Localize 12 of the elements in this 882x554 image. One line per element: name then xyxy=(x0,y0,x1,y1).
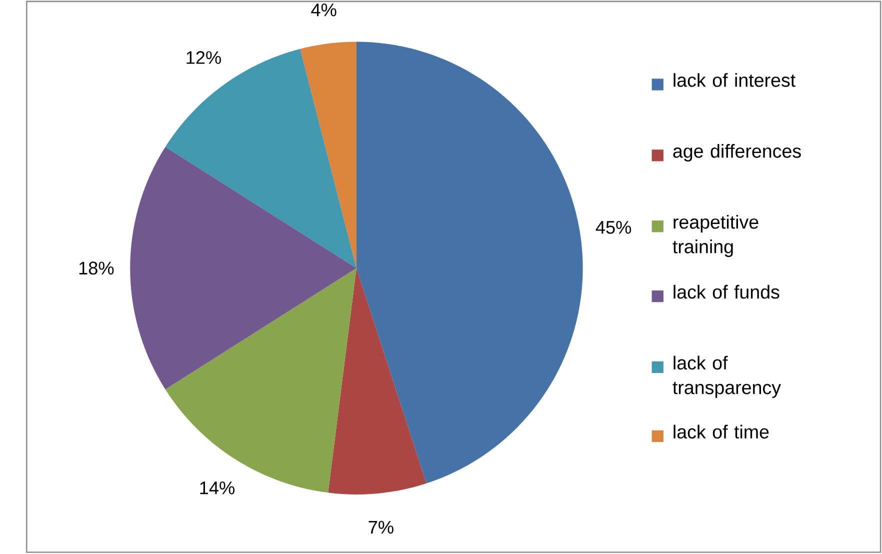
legend-label: lack of time xyxy=(674,424,769,439)
legend-label: lack of interest xyxy=(674,73,796,88)
data-label: 12% xyxy=(186,51,221,64)
legend-label: age differences xyxy=(673,144,801,162)
data-label: 14% xyxy=(200,482,234,494)
legend-label: lack of funds xyxy=(674,285,780,299)
data-label: 4% xyxy=(311,4,336,16)
data-label: 7% xyxy=(368,521,394,534)
legend-label: lack of transparency xyxy=(672,356,781,398)
data-label: 18% xyxy=(79,262,114,275)
data-label: 45% xyxy=(596,221,632,234)
legend-label: reapetitive training xyxy=(672,215,758,258)
